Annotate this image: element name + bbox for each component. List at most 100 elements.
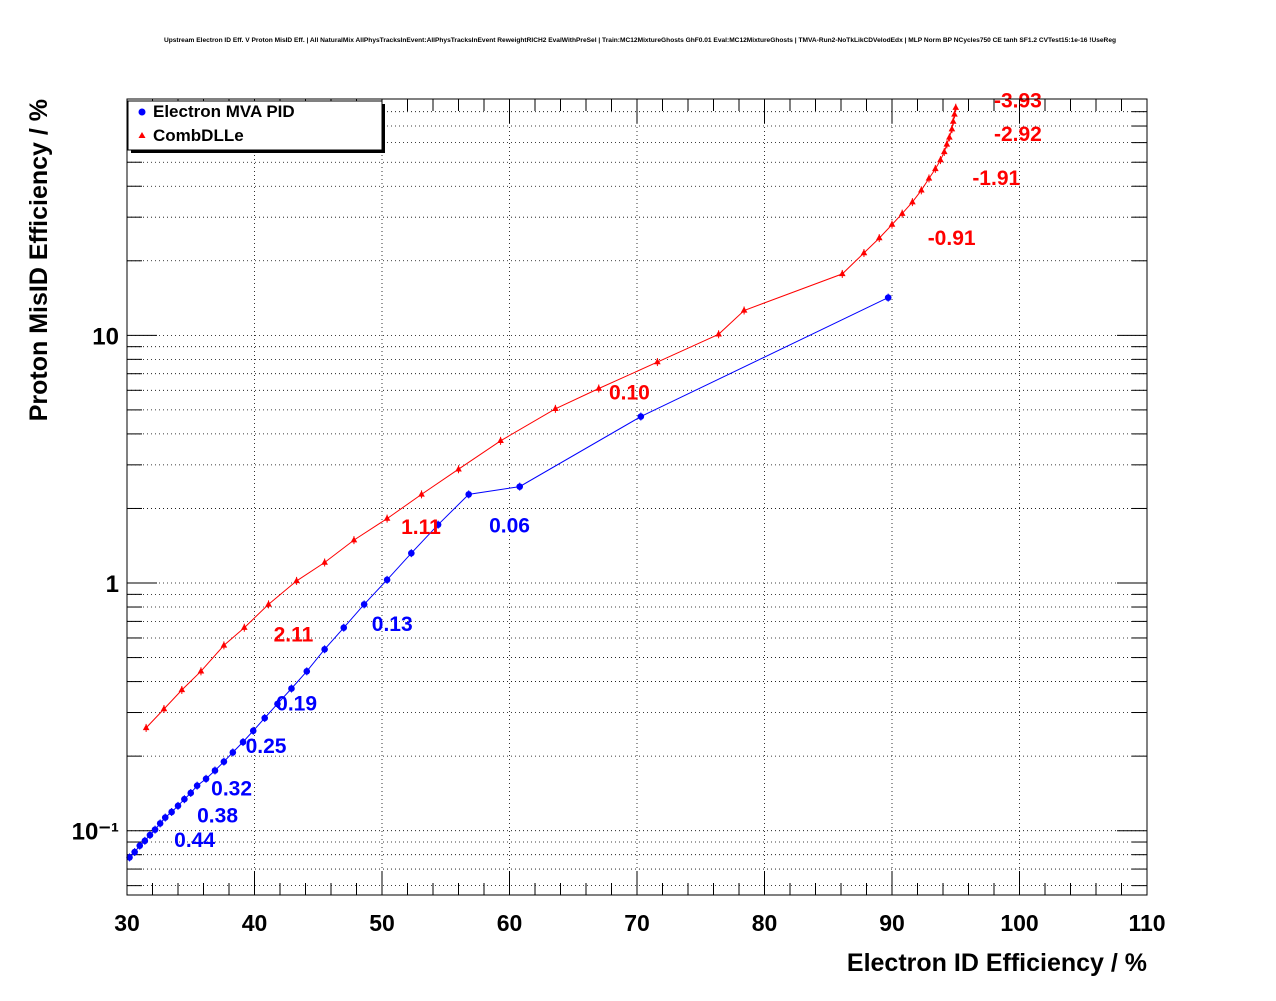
series-combdlle bbox=[142, 103, 960, 732]
data-point bbox=[516, 483, 523, 490]
data-point bbox=[918, 186, 925, 193]
data-label: 0.38 bbox=[197, 804, 238, 827]
data-point bbox=[888, 220, 896, 227]
chart-title: Upstream Electron ID Eff. V Proton MisID… bbox=[164, 37, 1116, 44]
data-point bbox=[160, 705, 168, 712]
data-point bbox=[383, 576, 391, 584]
series-electron-mva-pid bbox=[126, 293, 892, 862]
legend-label-electron-mva-pid: Electron MVA PID bbox=[153, 102, 295, 121]
data-label: -0.91 bbox=[928, 227, 976, 250]
data-label: 0.32 bbox=[211, 777, 252, 800]
data-point bbox=[321, 558, 328, 565]
data-label: 2.11 bbox=[274, 624, 314, 647]
data-point bbox=[181, 795, 188, 803]
data-point bbox=[898, 209, 906, 216]
data-point bbox=[146, 831, 154, 839]
data-point bbox=[126, 854, 133, 861]
data-point bbox=[455, 465, 462, 472]
legend-box bbox=[127, 100, 383, 151]
data-point bbox=[909, 198, 916, 205]
data-point bbox=[174, 802, 182, 810]
data-point bbox=[211, 767, 219, 774]
data-point bbox=[350, 536, 358, 543]
data-point bbox=[654, 358, 661, 365]
data-point bbox=[161, 814, 169, 821]
data-point bbox=[340, 624, 348, 632]
data-point bbox=[937, 156, 944, 163]
y-tick-label: 10⁻¹ bbox=[72, 819, 119, 846]
data-point bbox=[293, 577, 300, 584]
data-point bbox=[952, 103, 960, 110]
data-label: 0.25 bbox=[246, 735, 287, 758]
data-point bbox=[239, 738, 247, 746]
x-tick-label: 90 bbox=[879, 910, 905, 936]
data-label: -2.92 bbox=[994, 123, 1042, 146]
x-tick-label: 40 bbox=[242, 910, 268, 936]
data-point bbox=[860, 249, 868, 256]
data-point bbox=[168, 808, 175, 816]
data-point bbox=[383, 514, 391, 521]
x-tick-label: 60 bbox=[497, 910, 523, 936]
data-point bbox=[321, 645, 328, 653]
data-point bbox=[948, 125, 956, 132]
data-point bbox=[884, 294, 892, 301]
data-point bbox=[197, 667, 205, 674]
data-point bbox=[949, 117, 957, 124]
data-point bbox=[265, 600, 272, 607]
data-point bbox=[932, 165, 939, 172]
data-point bbox=[261, 714, 269, 722]
data-point bbox=[187, 789, 195, 797]
data-label: 0.44 bbox=[174, 829, 215, 852]
data-point bbox=[740, 306, 748, 313]
data-point bbox=[875, 234, 883, 241]
series-layer bbox=[126, 103, 960, 862]
data-label: 0.19 bbox=[276, 692, 317, 715]
series-line bbox=[129, 297, 889, 858]
data-point bbox=[418, 490, 425, 497]
data-point bbox=[142, 724, 150, 731]
legend-marker-combdlle bbox=[138, 132, 146, 138]
data-point bbox=[715, 330, 722, 337]
y-axis-label: Proton MisID Efficiency / % bbox=[25, 99, 53, 421]
data-point bbox=[497, 437, 504, 444]
x-tick-label: 80 bbox=[752, 910, 778, 936]
y-tick-label: 10 bbox=[92, 323, 119, 350]
data-point bbox=[940, 148, 948, 155]
data-label: 0.13 bbox=[372, 613, 413, 636]
data-point bbox=[274, 700, 281, 708]
data-label: 0.10 bbox=[609, 382, 650, 405]
data-point bbox=[552, 405, 559, 412]
data-point bbox=[637, 413, 645, 420]
legend-marker-electron-mva-pid bbox=[138, 108, 146, 116]
data-point bbox=[136, 842, 144, 849]
x-tick-label: 110 bbox=[1128, 910, 1165, 936]
x-tick-label: 100 bbox=[1000, 910, 1038, 936]
series-line bbox=[145, 107, 957, 729]
annotation-layer: 0.440.38 0.32 0.25 0.19 0.13 0.06 2.11 1.11 0.10… bbox=[174, 90, 1042, 852]
data-point bbox=[202, 775, 210, 783]
data-point bbox=[434, 521, 442, 528]
data-point bbox=[360, 601, 368, 608]
legend: Electron MVA PID CombDLLe bbox=[127, 100, 385, 153]
data-label: -1.91 bbox=[972, 167, 1020, 190]
data-point bbox=[178, 686, 186, 693]
data-label: 1.11 bbox=[401, 516, 441, 539]
data-point bbox=[951, 110, 958, 117]
data-point bbox=[946, 133, 953, 140]
data-point bbox=[220, 641, 228, 648]
data-point bbox=[838, 270, 846, 277]
data-point bbox=[193, 782, 201, 789]
data-point bbox=[131, 848, 138, 856]
data-point bbox=[943, 140, 951, 147]
data-point bbox=[288, 685, 295, 692]
data-point bbox=[595, 384, 603, 391]
data-point bbox=[925, 174, 933, 181]
data-point bbox=[151, 826, 159, 833]
data-point bbox=[303, 668, 311, 675]
data-point bbox=[220, 758, 228, 765]
x-tick-label: 50 bbox=[369, 910, 395, 936]
legend-label-combdlle: CombDLLe bbox=[153, 126, 244, 145]
